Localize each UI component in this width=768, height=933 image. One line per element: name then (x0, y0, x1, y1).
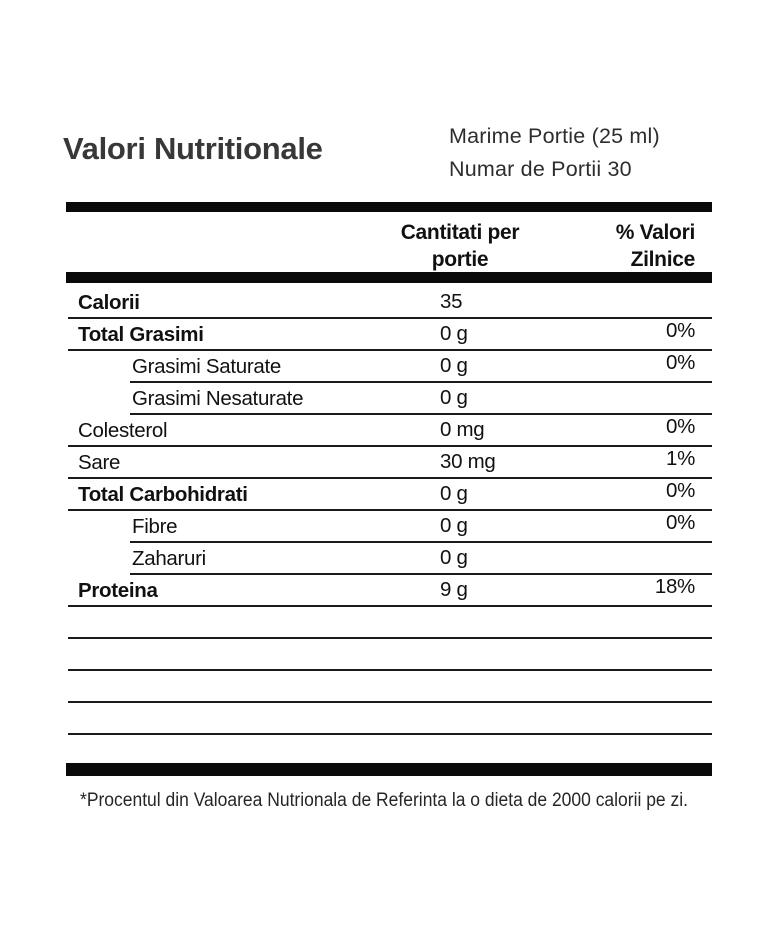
nutrient-daily-value: 18% (654, 575, 695, 598)
nutrient-row: Calorii 35 (66, 287, 712, 319)
divider-bar-header (66, 272, 712, 283)
row-divider-line (68, 349, 712, 351)
empty-row (68, 639, 712, 671)
column-header-daily-value: % Valori Zilnice (615, 221, 696, 271)
nutrient-amount: 0 g (440, 482, 468, 505)
empty-row (68, 671, 712, 703)
empty-rows (66, 607, 712, 735)
nutrient-amount: 35 (440, 290, 463, 313)
nutrient-amount: 0 g (440, 386, 468, 409)
nutrient-row: Grasimi Saturate 0 g 0% (66, 351, 712, 383)
row-divider-line (68, 477, 712, 479)
divider-bar-top (66, 202, 712, 212)
serving-size: Marime Portie (25 ml) (449, 124, 660, 148)
nutrient-amount: 0 g (440, 546, 468, 569)
nutrient-row: Zaharuri 0 g (66, 543, 712, 575)
nutrient-label: Grasimi Nesaturate (132, 387, 304, 410)
nutrient-label: Calorii (78, 291, 140, 314)
nutrient-label: Proteina (78, 579, 158, 602)
nutrient-amount: 30 mg (440, 450, 496, 473)
nutrient-row: Sare 30 mg 1% (66, 447, 712, 479)
nutrient-row: Fibre 0 g 0% (66, 511, 712, 543)
nutrient-amount: 0 g (440, 322, 468, 345)
nutrient-daily-value: 0% (665, 511, 695, 534)
empty-row (68, 607, 712, 639)
nutrient-row: Grasimi Nesaturate 0 g (66, 383, 712, 415)
row-divider-line (68, 605, 712, 607)
nutrient-rows: Calorii 35 Total Grasimi 0 g 0% Grasimi … (66, 283, 712, 607)
serving-info: Marime Portie (25 ml) Numar de Portii 30 (449, 120, 660, 186)
nutrient-amount: 0 g (440, 354, 468, 377)
nutrient-row: Total Carbohidrati 0 g 0% (66, 479, 712, 511)
table-header: Cantitati per portie % Valori Zilnice (66, 212, 712, 272)
nutrient-label: Fibre (132, 515, 178, 538)
nutrient-amount: 0 g (440, 514, 468, 537)
row-divider-line (130, 381, 712, 383)
nutrient-daily-value: 0% (665, 319, 695, 342)
page-title: Valori Nutritionale (63, 131, 323, 166)
row-divider-line (130, 413, 712, 415)
footnote: *Procentul din Valoarea Nutrionala de Re… (80, 790, 688, 811)
row-divider-line (130, 573, 712, 575)
nutrient-row: Colesterol 0 mg 0% (66, 415, 712, 447)
nutrient-amount: 9 g (440, 578, 468, 601)
nutrient-label: Sare (78, 451, 121, 474)
nutrition-table: Cantitati per portie % Valori Zilnice Ca… (66, 202, 712, 776)
nutrient-daily-value: 1% (665, 447, 695, 470)
row-divider-line (68, 445, 712, 447)
divider-bar-bottom (66, 763, 712, 776)
row-divider-line (68, 317, 712, 319)
nutrient-row: Total Grasimi 0 g 0% (66, 319, 712, 351)
row-divider-line (68, 509, 712, 511)
nutrient-label: Grasimi Saturate (132, 355, 282, 378)
nutrient-label: Total Grasimi (78, 323, 204, 346)
row-divider-line (130, 541, 712, 543)
empty-row (68, 703, 712, 735)
servings-per-container: Numar de Portii 30 (449, 157, 632, 181)
column-header-amount: Cantitati per portie (400, 221, 520, 271)
nutrient-label: Zaharuri (132, 547, 206, 570)
nutrient-daily-value: 0% (665, 479, 695, 502)
nutrient-label: Total Carbohidrati (78, 483, 248, 506)
nutrient-daily-value: 0% (665, 415, 695, 438)
nutrient-daily-value: 0% (665, 351, 695, 374)
nutrient-label: Colesterol (78, 419, 168, 442)
nutrient-amount: 0 mg (440, 418, 485, 441)
nutrient-row: Proteina 9 g 18% (66, 575, 712, 607)
